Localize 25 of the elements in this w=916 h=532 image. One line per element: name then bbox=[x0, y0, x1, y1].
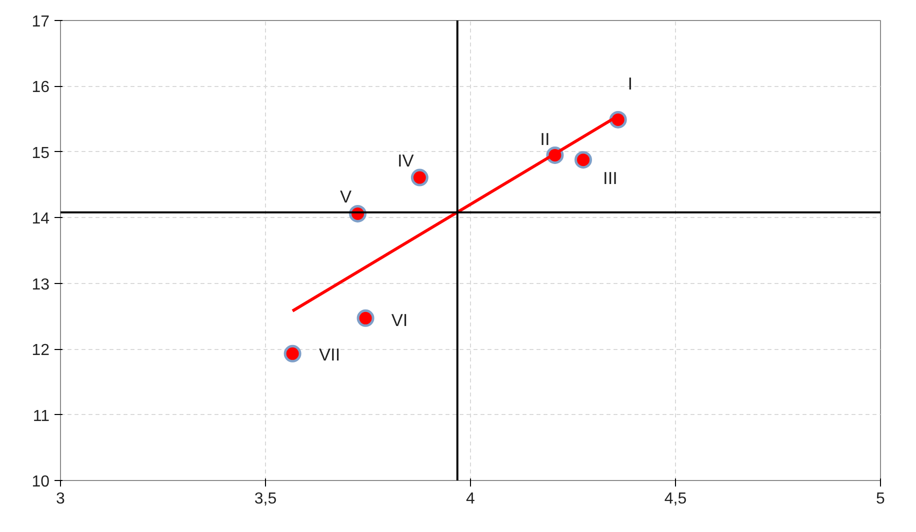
x-tick-label: 4,5 bbox=[664, 490, 687, 508]
y-tick-label: 14 bbox=[32, 210, 50, 228]
annotation: IV bbox=[397, 150, 414, 171]
annotation: II bbox=[540, 129, 550, 150]
annotation: VI bbox=[391, 310, 408, 330]
point bbox=[410, 168, 428, 186]
y-tick-label: 17 bbox=[32, 14, 50, 30]
y-tick-label: 16 bbox=[32, 79, 50, 96]
annotation: I bbox=[628, 74, 633, 94]
annotation: III bbox=[603, 168, 618, 188]
y-tick-label: 12 bbox=[32, 342, 50, 360]
x-tick-label: 5 bbox=[876, 490, 886, 508]
x-tick-label: 3 bbox=[56, 490, 66, 508]
y-tick-label: 10 bbox=[32, 474, 50, 490]
x-tick-label: 4 bbox=[466, 490, 476, 508]
annotation: V bbox=[340, 186, 352, 207]
point bbox=[574, 151, 592, 169]
x-tick-label: 3,5 bbox=[254, 490, 277, 508]
point bbox=[609, 110, 627, 128]
point bbox=[284, 344, 302, 362]
annotation: VII bbox=[318, 344, 340, 365]
y-tick-label: 11 bbox=[32, 408, 50, 425]
point bbox=[356, 309, 374, 327]
y-tick-label: 15 bbox=[32, 144, 50, 162]
y-tick-label: 13 bbox=[32, 276, 50, 294]
